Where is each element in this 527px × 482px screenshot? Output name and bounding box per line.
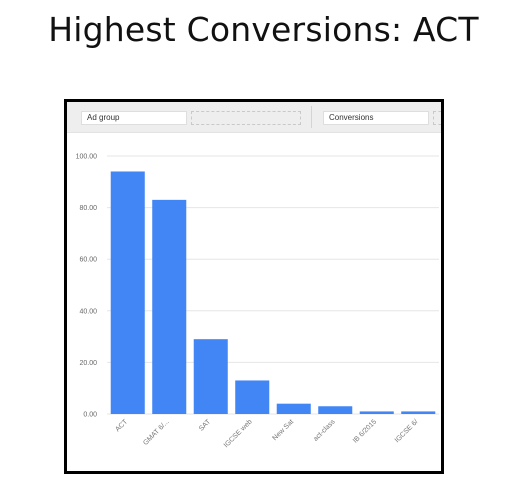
slide-title: Highest Conversions: ACT	[48, 10, 479, 49]
metric-drop-zone[interactable]	[433, 111, 441, 125]
bar-5[interactable]	[318, 406, 353, 414]
x-tick-label: SAT	[198, 418, 213, 433]
bar-1[interactable]	[152, 199, 187, 414]
bar-chart: 0.00 20.00 40.00 60.00 80.00 100.00 ACT GMAT 6/…	[76, 154, 439, 449]
dimension-selector[interactable]: Ad group	[81, 111, 187, 125]
x-tick-label: GMAT 6/...	[142, 418, 170, 446]
toolbar-divider	[311, 106, 312, 128]
bar-7[interactable]	[401, 411, 436, 414]
bar-2[interactable]	[193, 339, 228, 414]
x-tick-label: New Sat	[271, 418, 295, 442]
y-tick-label: 100.00	[76, 154, 98, 161]
x-tick-label: IGCSE web	[223, 418, 254, 449]
y-tick-label: 0.00	[83, 412, 97, 419]
bar-3[interactable]	[235, 380, 270, 414]
chart-toolbar: Ad group Conversions	[67, 102, 441, 133]
metric-selector[interactable]: Conversions	[323, 111, 429, 125]
bar-0[interactable]	[110, 171, 145, 414]
x-tick-label: ACT	[114, 418, 129, 433]
x-tick-label: IB 6/2015	[352, 418, 378, 444]
y-tick-label: 80.00	[79, 205, 97, 212]
chart-panel: Ad group Conversions 0.00 20.00 40.00 60.00…	[64, 99, 444, 474]
y-tick-label: 20.00	[79, 360, 97, 367]
x-tick-label: IGCSE 6/	[394, 418, 420, 444]
bar-4[interactable]	[276, 403, 311, 414]
y-tick-label: 40.00	[79, 308, 97, 315]
dimension-drop-zone[interactable]	[191, 111, 301, 125]
x-tick-label: act-class	[312, 418, 337, 443]
y-tick-label: 60.00	[79, 257, 97, 264]
bar-6[interactable]	[359, 411, 394, 414]
